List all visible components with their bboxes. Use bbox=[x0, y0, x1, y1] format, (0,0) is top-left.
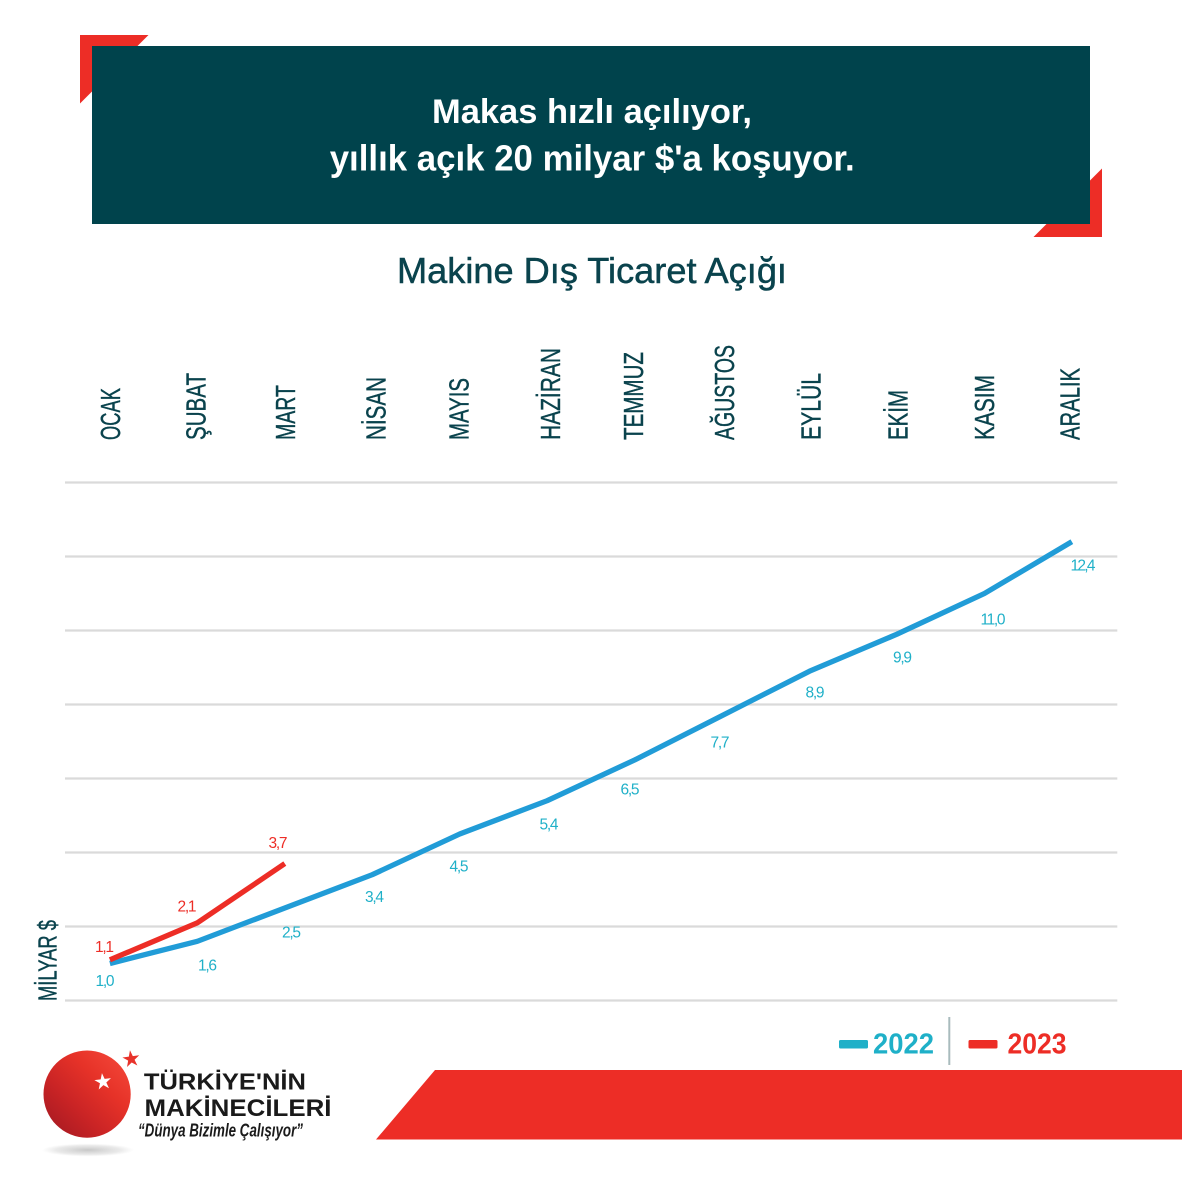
svg-text:12,4: 12,4 bbox=[1071, 558, 1096, 575]
svg-text:11,0: 11,0 bbox=[981, 612, 1006, 629]
svg-text:2,1: 2,1 bbox=[178, 899, 197, 916]
svg-text:MİLYAR $: MİLYAR $ bbox=[32, 920, 62, 1001]
svg-text:3,7: 3,7 bbox=[269, 835, 288, 852]
svg-text:AĞUSTOS: AĞUSTOS bbox=[709, 345, 740, 440]
svg-text:EYLÜL: EYLÜL bbox=[795, 373, 826, 440]
svg-text:OCAK: OCAK bbox=[95, 388, 126, 440]
svg-text:TÜRKİYE'NİN: TÜRKİYE'NİN bbox=[144, 1069, 306, 1095]
svg-text:7,7: 7,7 bbox=[711, 735, 730, 752]
svg-text:NİSAN: NİSAN bbox=[360, 377, 391, 440]
svg-text:9,9: 9,9 bbox=[893, 650, 912, 667]
svg-text:TEMMUZ: TEMMUZ bbox=[618, 352, 649, 440]
svg-text:KASIM: KASIM bbox=[969, 375, 1000, 440]
svg-text:3,4: 3,4 bbox=[365, 889, 384, 906]
svg-text:1,6: 1,6 bbox=[198, 958, 217, 975]
svg-text:ŞUBAT: ŞUBAT bbox=[180, 373, 211, 440]
svg-text:HAZİRAN: HAZİRAN bbox=[535, 348, 566, 440]
svg-text:Makas hızlı açılıyor,: Makas hızlı açılıyor, bbox=[432, 93, 752, 131]
svg-text:1,0: 1,0 bbox=[96, 973, 115, 990]
svg-text:2023: 2023 bbox=[1008, 1029, 1067, 1061]
svg-text:“Dünya Bizimle Çalışıyor”: “Dünya Bizimle Çalışıyor” bbox=[138, 1121, 303, 1141]
svg-text:ARALIK: ARALIK bbox=[1054, 368, 1085, 440]
svg-text:Makine Dış Ticaret Açığı: Makine Dış Ticaret Açığı bbox=[397, 250, 787, 291]
svg-text:2022: 2022 bbox=[873, 1029, 934, 1061]
svg-text:6,5: 6,5 bbox=[621, 782, 640, 799]
svg-text:MAKİNECİLERİ: MAKİNECİLERİ bbox=[145, 1095, 332, 1122]
svg-text:MART: MART bbox=[270, 385, 301, 440]
svg-text:5,4: 5,4 bbox=[540, 817, 559, 834]
svg-text:yıllık açık 20 milyar $'a koşu: yıllık açık 20 milyar $'a koşuyor. bbox=[330, 138, 855, 179]
svg-text:MAYIS: MAYIS bbox=[444, 378, 475, 440]
svg-text:8,9: 8,9 bbox=[806, 685, 825, 702]
svg-text:1,1: 1,1 bbox=[95, 939, 114, 956]
svg-text:EKİM: EKİM bbox=[882, 390, 913, 440]
svg-text:2,5: 2,5 bbox=[282, 925, 301, 942]
svg-text:4,5: 4,5 bbox=[450, 859, 469, 876]
